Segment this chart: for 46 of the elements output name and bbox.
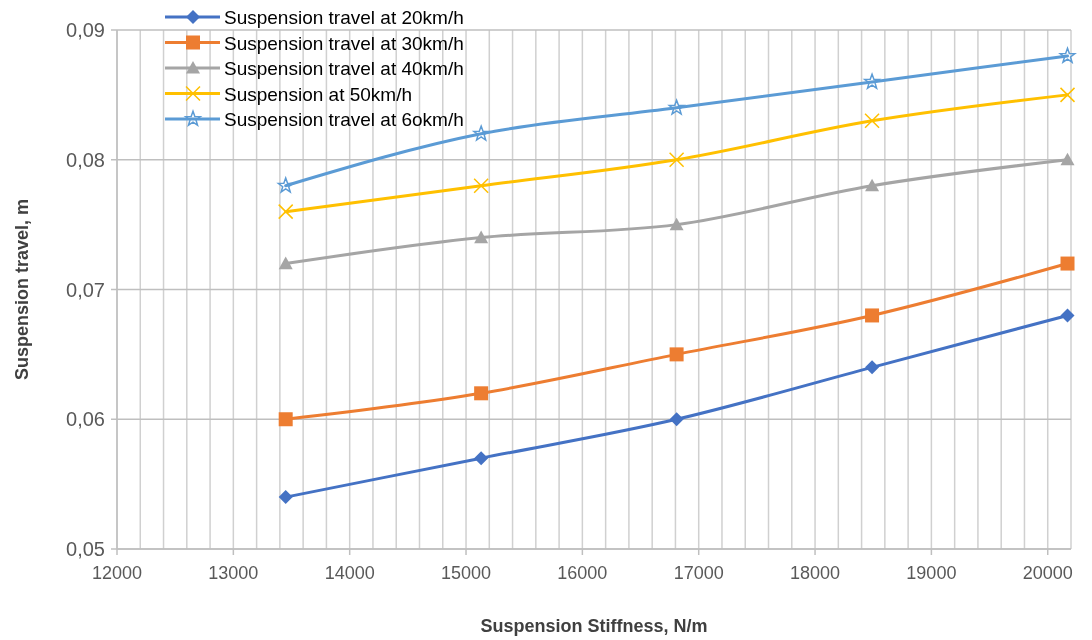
y-axis-title: Suspension travel, m bbox=[12, 198, 32, 381]
legend-label: Suspension travel at 40km/h bbox=[224, 58, 464, 79]
point bbox=[278, 256, 293, 270]
point bbox=[1059, 47, 1076, 63]
x-tick-label: 15000 bbox=[440, 563, 492, 583]
x-tick-label: 18000 bbox=[790, 563, 841, 583]
point bbox=[473, 125, 490, 141]
y-tick-label: 0,05 bbox=[66, 538, 105, 560]
point bbox=[1060, 256, 1075, 271]
x-tick-label: 16000 bbox=[557, 563, 608, 583]
point bbox=[1060, 308, 1075, 323]
point bbox=[668, 152, 685, 168]
x-tick-label: 14000 bbox=[324, 563, 375, 583]
legend-label: Suspension at 50km/h bbox=[224, 83, 413, 105]
point bbox=[277, 177, 294, 193]
x-tick-label: 13000 bbox=[208, 563, 259, 583]
x-axis-title: Suspension Stiffness, N/m bbox=[480, 616, 708, 636]
legend-label: Suspension travel at 30km/h bbox=[224, 32, 464, 54]
point bbox=[474, 386, 489, 401]
x-tick-label: 17000 bbox=[673, 563, 724, 583]
point bbox=[473, 177, 489, 194]
point bbox=[1059, 87, 1076, 103]
point bbox=[669, 412, 684, 427]
y-tick-label: 0,08 bbox=[66, 148, 105, 171]
point bbox=[865, 360, 880, 375]
point bbox=[865, 308, 880, 323]
point bbox=[669, 217, 684, 231]
x-tick-label: 12000 bbox=[91, 563, 143, 583]
point bbox=[474, 230, 489, 244]
y-tick-label: 0,06 bbox=[66, 408, 105, 431]
point bbox=[278, 412, 293, 427]
y-tick-label: 0,07 bbox=[66, 278, 105, 301]
point bbox=[864, 113, 880, 129]
x-tick-label: 20000 bbox=[1022, 563, 1073, 583]
point bbox=[669, 347, 684, 362]
legend-label: Suspension travel at 20km/h bbox=[224, 7, 464, 28]
point bbox=[668, 99, 685, 115]
point bbox=[474, 451, 489, 466]
point bbox=[863, 73, 881, 89]
legend-label: Suspension travel at 6okm/h bbox=[224, 109, 464, 130]
point bbox=[865, 178, 880, 192]
point bbox=[1060, 152, 1075, 166]
x-tick-label: 19000 bbox=[906, 563, 957, 583]
y-tick-label: 0,09 bbox=[66, 19, 105, 41]
point bbox=[278, 490, 293, 505]
point bbox=[277, 203, 294, 220]
